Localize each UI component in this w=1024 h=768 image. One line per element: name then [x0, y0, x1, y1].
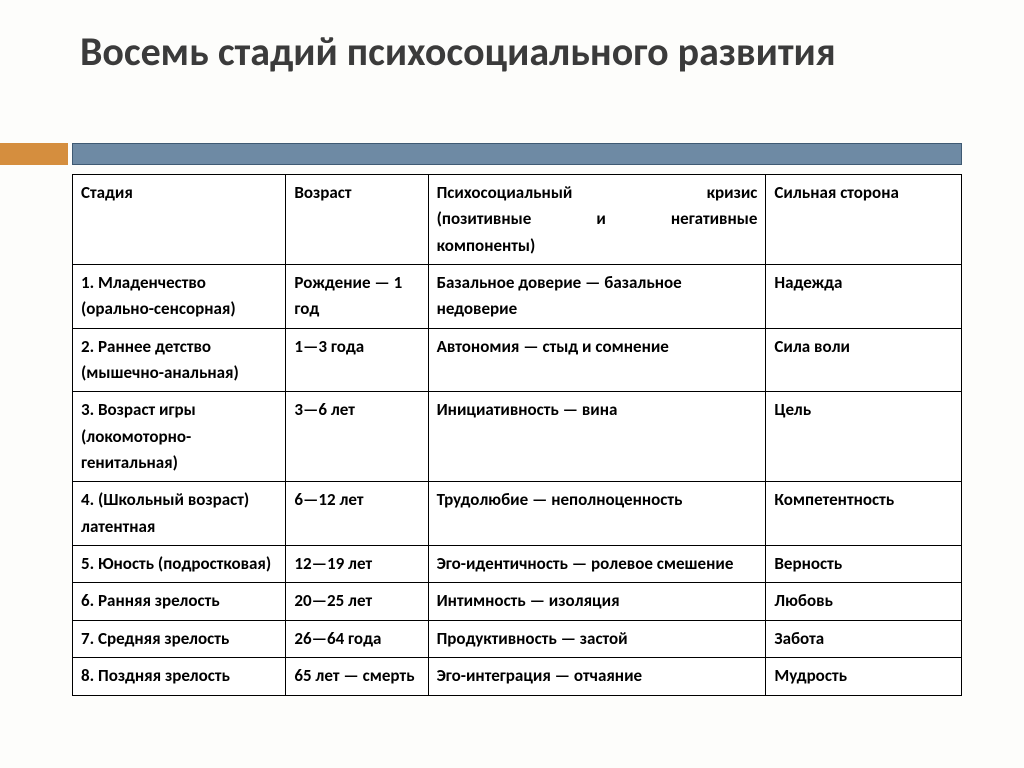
cell-stage: 1. Младенчество (орально-сенсорная) [73, 265, 286, 329]
table-row: 2. Раннее детство (мышечно-анальная) 1—3… [73, 328, 962, 392]
cell-stage: 5. Юность (подростковая) [73, 546, 286, 583]
cell-age: 12—19 лет [286, 546, 428, 583]
cell-age: 26—64 года [286, 620, 428, 657]
table-row: 5. Юность (подростковая) 12—19 лет Эго-и… [73, 546, 962, 583]
cell-strength: Надежда [766, 265, 962, 329]
cell-age: 6—12 лет [286, 482, 428, 546]
cell-strength: Любовь [766, 583, 962, 620]
cell-strength: Забота [766, 620, 962, 657]
header-strength: Сильная сторона [766, 175, 962, 265]
cell-crisis: Трудолюбие — неполноценность [428, 482, 766, 546]
header-crisis: Психосоциальный кризис (позитивные и нег… [428, 175, 766, 265]
header-crisis-line1: Психосоциальный кризис [437, 182, 758, 203]
accent-bar [0, 143, 68, 165]
header-age: Возраст [286, 175, 428, 265]
cell-crisis: Продуктивность — застой [428, 620, 766, 657]
cell-age: 3—6 лет [286, 392, 428, 482]
stages-table: Стадия Возраст Психосоциальный кризис (п… [72, 174, 962, 696]
cell-crisis: Эго-идентичность — ролевое смешение [428, 546, 766, 583]
table-row: 4. (Школьный возраст) латентная 6—12 лет… [73, 482, 962, 546]
cell-strength: Цель [766, 392, 962, 482]
cell-strength: Сила воли [766, 328, 962, 392]
cell-strength: Мудрость [766, 658, 962, 695]
slide: Восемь стадий психосоциального развития … [0, 0, 1024, 768]
stages-table-wrap: Стадия Возраст Психосоциальный кризис (п… [72, 174, 962, 696]
title-wrap: Восемь стадий психосоциального развития [0, 0, 1024, 85]
cell-stage: 4. (Школьный возраст) латентная [73, 482, 286, 546]
header-crisis-line2: (позитивные и негативные [437, 206, 758, 232]
cell-age: 20—25 лет [286, 583, 428, 620]
table-row: 8. Поздняя зрелость 65 лет — смерть Эго-… [73, 658, 962, 695]
cell-age: 65 лет — смерть [286, 658, 428, 695]
cell-age: Рождение — 1 год [286, 265, 428, 329]
cell-stage: 3. Возраст игры (локомоторно-генитальная… [73, 392, 286, 482]
cell-crisis: Интимность — изоляция [428, 583, 766, 620]
underline-bar [72, 143, 962, 165]
table-row: 1. Младенчество (орально-сенсорная) Рожд… [73, 265, 962, 329]
header-crisis-line3: компоненты) [437, 233, 758, 259]
table-row: 7. Средняя зрелость 26—64 года Продуктив… [73, 620, 962, 657]
cell-crisis: Базальное доверие — базальное недоверие [428, 265, 766, 329]
cell-crisis: Инициативность — вина [428, 392, 766, 482]
cell-age: 1—3 года [286, 328, 428, 392]
cell-stage: 6. Ранняя зрелость [73, 583, 286, 620]
cell-stage: 7. Средняя зрелость [73, 620, 286, 657]
table-row: 6. Ранняя зрелость 20—25 лет Интимность … [73, 583, 962, 620]
cell-strength: Компетентность [766, 482, 962, 546]
table-header-row: Стадия Возраст Психосоциальный кризис (п… [73, 175, 962, 265]
cell-stage: 8. Поздняя зрелость [73, 658, 286, 695]
header-stage: Стадия [73, 175, 286, 265]
cell-crisis: Эго-интеграция — отчаяние [428, 658, 766, 695]
table-body: Стадия Возраст Психосоциальный кризис (п… [73, 175, 962, 696]
cell-stage: 2. Раннее детство (мышечно-анальная) [73, 328, 286, 392]
cell-crisis: Автономия — стыд и сомнение [428, 328, 766, 392]
cell-strength: Верность [766, 546, 962, 583]
slide-title: Восемь стадий психосоциального развития [80, 28, 1024, 75]
table-row: 3. Возраст игры (локомоторно-генитальная… [73, 392, 962, 482]
